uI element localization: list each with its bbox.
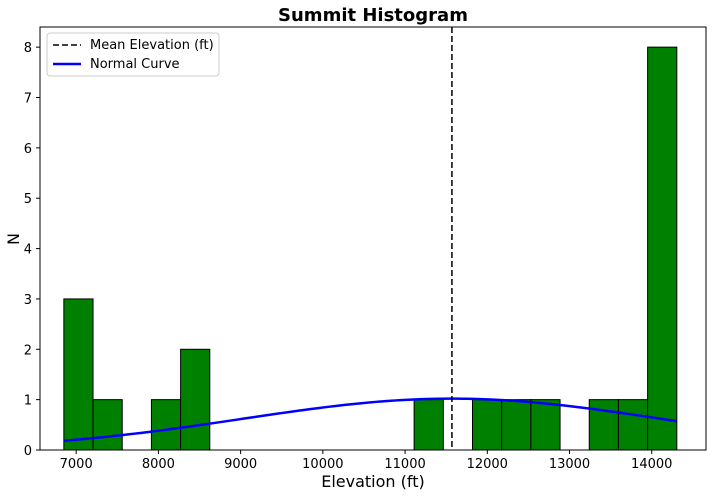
y-tick-label: 7 xyxy=(24,92,32,107)
x-tick-label: 13000 xyxy=(549,457,590,472)
histogram-bar xyxy=(588,399,619,451)
x-tick-label: 10000 xyxy=(302,457,343,472)
chart-title: Summit Histogram xyxy=(278,5,468,26)
y-tick-label: 0 xyxy=(24,444,32,459)
y-tick-label: 4 xyxy=(24,243,32,258)
histogram-bar xyxy=(501,399,532,451)
histogram-bar xyxy=(413,399,444,451)
y-tick-label: 3 xyxy=(24,293,32,308)
y-tick-label: 2 xyxy=(24,343,32,358)
x-tick-label: 11000 xyxy=(384,457,425,472)
y-axis-label: N xyxy=(4,233,23,245)
legend-curve-label: Normal Curve xyxy=(90,57,180,72)
x-axis-ticks: 7000 8000 9000 10000 11000 12000 13000 14000 xyxy=(60,450,672,472)
x-tick-label: 14000 xyxy=(631,457,672,472)
histogram-bar xyxy=(617,399,649,451)
y-tick-label: 1 xyxy=(24,394,32,409)
x-axis-label: Elevation (ft) xyxy=(321,472,425,491)
x-tick-label: 12000 xyxy=(467,457,508,472)
histogram-bar xyxy=(180,348,211,451)
histogram-bar xyxy=(471,399,503,451)
x-tick-label: 8000 xyxy=(142,457,175,472)
histogram-bar xyxy=(63,298,94,451)
legend-box xyxy=(46,32,220,77)
histogram-bar xyxy=(530,399,561,451)
y-tick-label: 5 xyxy=(24,192,32,207)
histogram-bar xyxy=(92,399,123,451)
histogram-bar xyxy=(647,46,678,451)
normal-curve-line xyxy=(63,397,677,442)
x-tick-label: 9000 xyxy=(224,457,257,472)
plot-frame xyxy=(39,26,707,451)
normal-curve-layer xyxy=(63,397,677,442)
histogram-bar xyxy=(150,399,182,451)
histogram-bars xyxy=(63,46,678,451)
legend: Mean Elevation (ft) Normal Curve xyxy=(46,32,220,77)
y-axis-ticks: 0 1 2 3 4 5 6 7 8 xyxy=(24,41,40,459)
y-tick-label: 8 xyxy=(24,41,32,56)
y-tick-label: 6 xyxy=(24,142,32,157)
legend-mean-label: Mean Elevation (ft) xyxy=(90,38,214,53)
x-tick-label: 7000 xyxy=(60,457,93,472)
